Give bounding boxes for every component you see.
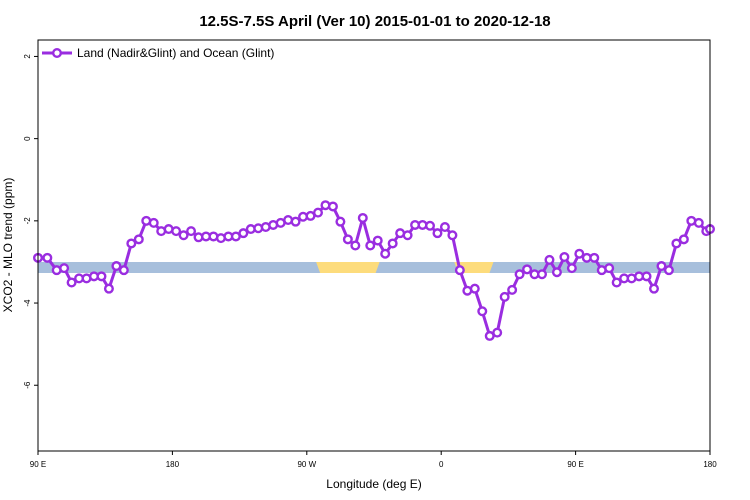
y-tick-label: -2	[23, 217, 32, 225]
legend-marker-swatch	[52, 48, 63, 59]
data-point	[551, 267, 562, 278]
data-point	[671, 238, 682, 249]
data-point	[148, 217, 159, 228]
data-point	[96, 271, 107, 282]
data-point	[604, 263, 615, 274]
data-point	[425, 220, 436, 231]
data-point	[432, 228, 443, 239]
data-point	[118, 265, 129, 276]
x-axis-label: Longitude (deg E)	[326, 477, 421, 491]
data-point	[171, 226, 182, 237]
data-point	[327, 201, 338, 212]
x-axis: 90 E 180 90 W 0 90 E 180	[30, 451, 717, 469]
data-point	[133, 234, 144, 245]
legend: Land (Nadir&Glint) and Ocean (Glint)	[42, 46, 274, 60]
data-point	[641, 271, 652, 282]
y-tick-label: 0	[23, 136, 32, 141]
data-point	[178, 230, 189, 241]
data-point	[544, 254, 555, 265]
data-point	[387, 238, 398, 249]
data-point	[469, 283, 480, 294]
data-point	[357, 212, 368, 223]
data-point	[126, 238, 137, 249]
data-point	[447, 230, 458, 241]
y-axis: 2 0 -2 -4 -6	[23, 54, 38, 389]
data-point	[111, 261, 122, 272]
data-point	[492, 327, 503, 338]
data-point	[678, 234, 689, 245]
data-point	[574, 248, 585, 259]
data-point	[439, 222, 450, 233]
data-point	[589, 252, 600, 263]
data-point	[335, 216, 346, 227]
y-tick-label: 2	[23, 54, 32, 59]
data-point	[380, 248, 391, 259]
data-point	[313, 207, 324, 218]
data-point	[656, 261, 667, 272]
data-point	[402, 230, 413, 241]
plot-frame	[37, 39, 711, 452]
data-point	[522, 264, 533, 275]
x-tick-label: 0	[439, 460, 444, 469]
series-layer	[33, 200, 716, 341]
data-point	[566, 263, 577, 274]
data-point	[365, 240, 376, 251]
data-point	[507, 284, 518, 295]
data-point	[611, 277, 622, 288]
x-tick-label: 180	[166, 460, 180, 469]
data-point	[42, 252, 53, 263]
x-tick-label: 90 W	[297, 460, 316, 469]
data-point	[59, 263, 70, 274]
data-point	[454, 265, 465, 276]
x-tick-label: 90 E	[567, 460, 583, 469]
data-point	[238, 228, 249, 239]
data-point	[66, 277, 77, 288]
data-point	[372, 235, 383, 246]
data-point	[537, 269, 548, 280]
land-segment	[316, 262, 380, 273]
y-tick-label: -6	[23, 381, 32, 389]
data-point	[559, 252, 570, 263]
y-tick-label: -4	[23, 299, 32, 307]
data-point	[663, 265, 674, 276]
data-point	[186, 226, 197, 237]
data-point	[649, 283, 660, 294]
data-point	[290, 216, 301, 227]
data-point	[103, 283, 114, 294]
data-point	[693, 217, 704, 228]
data-point	[342, 234, 353, 245]
legend-label: Land (Nadir&Glint) and Ocean (Glint)	[77, 46, 274, 60]
y-axis-label: XCO2 - MLO trend (ppm)	[1, 178, 15, 313]
data-point	[514, 269, 525, 280]
x-tick-label: 180	[703, 460, 717, 469]
chart-title: 12.5S-7.5S April (Ver 10) 2015-01-01 to …	[199, 13, 550, 30]
data-point	[477, 306, 488, 317]
data-point	[350, 240, 361, 251]
data-point	[499, 291, 510, 302]
x-tick-label: 90 E	[30, 460, 46, 469]
